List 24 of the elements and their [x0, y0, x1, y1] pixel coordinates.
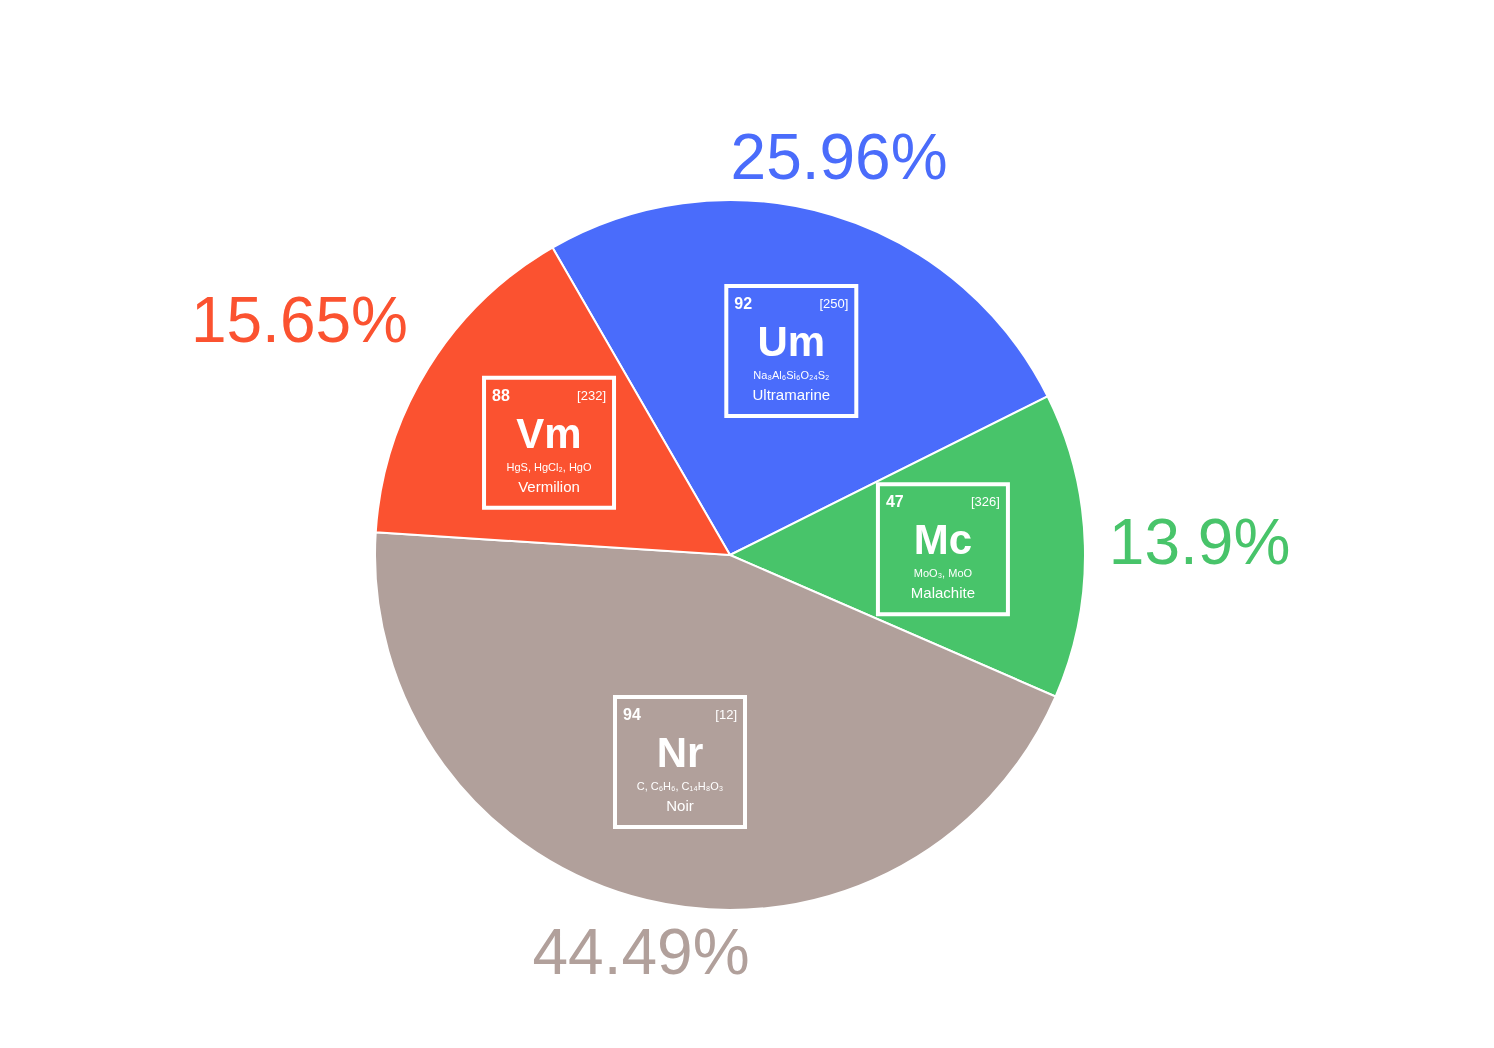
- data-label: 15.65%: [190, 284, 408, 357]
- slice-label: Malachite: [910, 584, 976, 602]
- text: Na₈Al₆Si₆O₂₄S₂: [753, 369, 830, 382]
- text: [12]: [715, 707, 737, 723]
- text: [250]: [819, 296, 849, 312]
- text: 47: [885, 493, 904, 511]
- text: 88: [492, 386, 510, 404]
- text: C, C₆H₆, C₁₄H₈O₃: [636, 780, 724, 793]
- text: Nr: [656, 729, 704, 777]
- text: [326]: [971, 494, 1000, 510]
- slice-label: Noir: [666, 797, 694, 815]
- text: Vm: [516, 409, 582, 457]
- text: 92: [734, 295, 753, 313]
- text: Um: [757, 318, 826, 366]
- text: MoO₃, MoO: [913, 567, 973, 580]
- text: 94: [622, 706, 641, 724]
- text: Mc: [913, 516, 973, 564]
- data-label: 44.49%: [532, 916, 750, 989]
- text: [232]: [577, 387, 607, 403]
- slice-label: Ultramarine: [752, 386, 831, 404]
- data-label: 25.96%: [730, 121, 948, 194]
- text: HgS, HgCl₂, HgO: [506, 460, 592, 473]
- data-label: 13.9%: [1108, 505, 1291, 578]
- slice-label: Vermilion: [518, 477, 580, 495]
